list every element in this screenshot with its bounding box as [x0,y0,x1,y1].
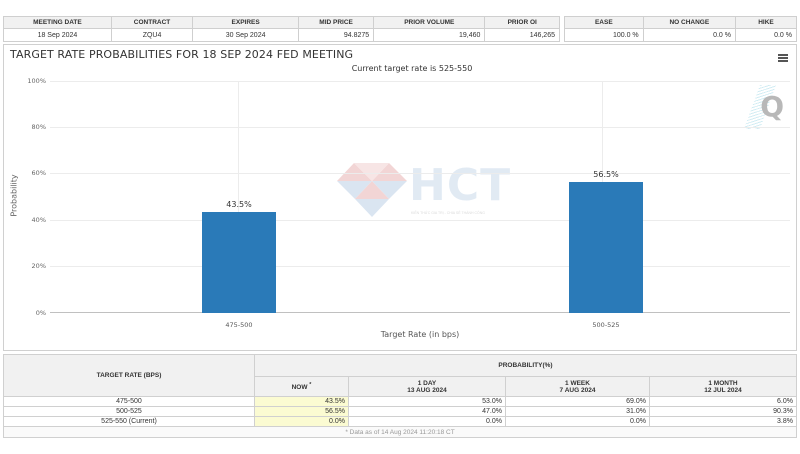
gridline-40 [50,220,790,221]
hct-diamond-icon [337,163,407,217]
header-prior-volume: PRIOR VOLUME [373,16,486,29]
hike-value: 0.0 % [734,28,798,42]
gridline-20 [50,266,790,267]
table-row: 500-525 56.5% 47.0% 31.0% 90.3% [3,406,797,417]
now-cell: 56.5% [254,406,349,417]
meeting-date-value: 18 Sep 2024 [3,28,112,42]
header-prior-oi: PRIOR OI [484,16,560,29]
day-cell: 0.0% [348,416,506,427]
ytick-20: 20% [31,262,46,270]
no-change-value: 0.0 % [642,28,736,42]
ytick-40: 40% [31,216,46,224]
month-cell: 90.3% [649,406,797,417]
ytick-80: 80% [31,123,46,131]
x-axis-label: Target Rate (in bps) [380,330,460,339]
hct-watermark: HCT KIẾN THỨC GIA TRỊ - CHIA SẺ THÀNH CÔ… [337,163,517,223]
header-target-rate: TARGET RATE (BPS) [3,354,255,397]
prior-oi-value: 146,265 [484,28,560,42]
xtick-475-500: 475-500 [225,321,253,329]
header-mid-price: MID PRICE [298,16,375,29]
contract-value: ZQU4 [110,28,194,42]
data-timestamp-footnote: * Data as of 14 Aug 2024 11:20:18 CT [3,426,797,438]
outlook-table: EASE NO CHANGE HIKE 100.0 % 0.0 % 0.0 % [564,16,798,42]
gridline-100 [50,81,790,82]
header-contract: CONTRACT [110,16,194,29]
bar-label-475-500: 43.5% [226,200,252,209]
bar-500-525[interactable] [569,182,643,313]
header-1-month: 1 MONTH 12 JUL 2024 [649,376,797,397]
bar-475-500[interactable] [202,212,276,313]
probability-table: TARGET RATE (BPS) PROBABILITY(%) NOW * 1… [3,354,797,438]
header-meeting-date: MEETING DATE [3,16,112,29]
week-cell: 31.0% [505,406,650,417]
header-ease: EASE [564,16,644,29]
prior-volume-value: 19,460 [373,28,486,42]
rate-cell: 525-550 (Current) [3,416,255,427]
table-row: 475-500 43.5% 53.0% 69.0% 6.0% [3,396,797,407]
gridline-60 [50,173,790,174]
month-cell: 6.0% [649,396,797,407]
header-1-day: 1 DAY 13 AUG 2024 [348,376,506,397]
summary-tables: MEETING DATE CONTRACT EXPIRES MID PRICE … [3,16,798,42]
header-probability: PROBABILITY(%) [254,354,797,377]
header-no-change: NO CHANGE [642,16,736,29]
watermark-text: HCT [409,160,512,211]
vgridline-1 [238,81,239,313]
probability-chart: TARGET RATE PROBABILITIES FOR 18 SEP 202… [3,44,797,351]
x-axis-line [50,312,790,313]
expires-value: 30 Sep 2024 [192,28,300,42]
week-cell: 69.0% [505,396,650,407]
plot-area: 100% 80% 60% 40% 20% 0% 43.5% 56.5% 475-… [27,77,790,329]
header-expires: EXPIRES [192,16,300,29]
quikstrike-logo-icon: Q [760,90,784,123]
header-1-week: 1 WEEK 7 AUG 2024 [505,376,650,397]
table-row: 525-550 (Current) 0.0% 0.0% 0.0% 3.8% [3,416,797,427]
bar-label-500-525: 56.5% [593,170,619,179]
day-cell: 47.0% [348,406,506,417]
ytick-60: 60% [31,169,46,177]
week-cell: 0.0% [505,416,650,427]
meeting-info-table: MEETING DATE CONTRACT EXPIRES MID PRICE … [3,16,560,42]
now-cell: 0.0% [254,416,349,427]
header-hike: HIKE [734,16,798,29]
y-axis-label: Probability [9,174,19,217]
xtick-500-525: 500-525 [592,321,620,329]
ytick-0: 0% [35,309,46,317]
watermark-subtext: KIẾN THỨC GIA TRỊ - CHIA SẺ THÀNH CÔNG [411,211,485,215]
month-cell: 3.8% [649,416,797,427]
chart-subtitle: Current target rate is 525-550 [351,64,473,73]
chart-menu-icon[interactable] [778,54,788,62]
rate-cell: 500-525 [3,406,255,417]
header-now: NOW * [254,376,349,397]
now-cell: 43.5% [254,396,349,407]
mid-price-value: 94.8275 [298,28,375,42]
gridline-80 [50,127,790,128]
ease-value: 100.0 % [564,28,644,42]
rate-cell: 475-500 [3,396,255,407]
chart-title: TARGET RATE PROBABILITIES FOR 18 SEP 202… [10,48,354,61]
day-cell: 53.0% [348,396,506,407]
ytick-100: 100% [27,77,46,85]
